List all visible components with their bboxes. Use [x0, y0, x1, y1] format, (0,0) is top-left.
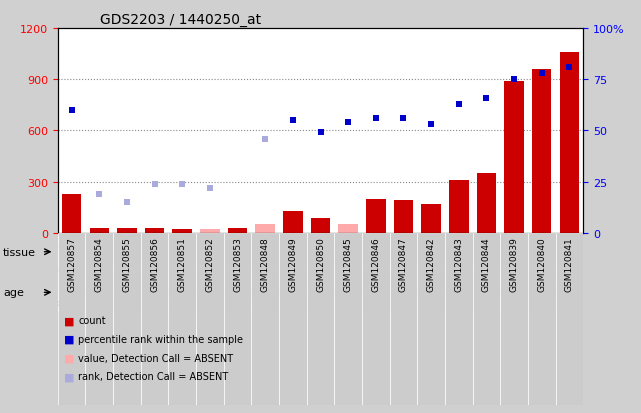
Text: ■: ■ [64, 353, 74, 363]
FancyBboxPatch shape [390, 233, 417, 405]
Text: GSM120851: GSM120851 [178, 237, 187, 292]
Bar [338, 225, 358, 233]
Text: refere
nce: refere nce [57, 241, 86, 263]
Text: GSM120853: GSM120853 [233, 237, 242, 292]
FancyBboxPatch shape [501, 233, 528, 405]
FancyBboxPatch shape [362, 233, 390, 405]
Text: postn
atal
day 0.5: postn atal day 0.5 [57, 278, 86, 307]
Text: ■: ■ [64, 371, 74, 381]
Bar [477, 174, 496, 233]
FancyBboxPatch shape [251, 273, 335, 312]
FancyBboxPatch shape [113, 233, 140, 405]
Text: GSM120842: GSM120842 [427, 237, 436, 291]
Bar [256, 225, 275, 233]
FancyBboxPatch shape [445, 233, 472, 405]
Bar [449, 180, 469, 233]
FancyBboxPatch shape [556, 233, 583, 405]
Text: rank, Detection Call = ABSENT: rank, Detection Call = ABSENT [78, 371, 228, 381]
Text: GSM120843: GSM120843 [454, 237, 463, 292]
Text: GSM120857: GSM120857 [67, 237, 76, 292]
Text: GSM120847: GSM120847 [399, 237, 408, 292]
FancyBboxPatch shape [279, 233, 306, 405]
FancyBboxPatch shape [58, 273, 85, 312]
FancyBboxPatch shape [335, 273, 417, 312]
Text: count: count [78, 316, 106, 325]
Text: postnatal day 2: postnatal day 2 [504, 287, 580, 298]
Text: GSM120856: GSM120856 [150, 237, 159, 292]
Text: age: age [3, 287, 24, 298]
Text: gestational day 12: gestational day 12 [164, 287, 255, 298]
Text: GSM120840: GSM120840 [537, 237, 546, 292]
Text: GSM120844: GSM120844 [482, 237, 491, 291]
Bar [366, 199, 385, 233]
Text: gestational day 14: gestational day 14 [247, 287, 338, 298]
FancyBboxPatch shape [140, 233, 169, 405]
Bar [228, 228, 247, 233]
Bar [62, 194, 81, 233]
FancyBboxPatch shape [169, 273, 251, 312]
Bar [504, 82, 524, 233]
FancyBboxPatch shape [528, 233, 556, 405]
Bar [283, 211, 303, 233]
FancyBboxPatch shape [501, 273, 583, 312]
Text: GSM120855: GSM120855 [122, 237, 131, 292]
FancyBboxPatch shape [58, 236, 85, 268]
FancyBboxPatch shape [85, 236, 583, 268]
FancyBboxPatch shape [306, 233, 335, 405]
Text: GDS2203 / 1440250_at: GDS2203 / 1440250_at [100, 12, 261, 26]
FancyBboxPatch shape [169, 233, 196, 405]
FancyBboxPatch shape [196, 233, 224, 405]
Bar [200, 230, 219, 233]
Bar [145, 228, 164, 233]
FancyBboxPatch shape [85, 273, 169, 312]
Text: ovary: ovary [320, 247, 348, 257]
Text: gestational day 11: gestational day 11 [81, 287, 172, 298]
Text: GSM120852: GSM120852 [205, 237, 214, 292]
Text: GSM120848: GSM120848 [261, 237, 270, 292]
Text: ■: ■ [64, 334, 74, 344]
Text: ■: ■ [64, 316, 74, 325]
Bar [117, 228, 137, 233]
Text: GSM120854: GSM120854 [95, 237, 104, 292]
Text: GSM120846: GSM120846 [371, 237, 380, 292]
Bar [311, 218, 330, 233]
FancyBboxPatch shape [472, 233, 501, 405]
Bar [172, 230, 192, 233]
Text: value, Detection Call = ABSENT: value, Detection Call = ABSENT [78, 353, 233, 363]
FancyBboxPatch shape [335, 233, 362, 405]
Text: gestational day 18: gestational day 18 [413, 287, 504, 298]
FancyBboxPatch shape [85, 233, 113, 405]
Text: GSM120845: GSM120845 [344, 237, 353, 292]
Text: GSM120839: GSM120839 [510, 237, 519, 292]
Bar [422, 204, 441, 233]
FancyBboxPatch shape [58, 233, 85, 405]
FancyBboxPatch shape [251, 233, 279, 405]
Text: GSM120849: GSM120849 [288, 237, 297, 292]
FancyBboxPatch shape [417, 233, 445, 405]
Text: GSM120841: GSM120841 [565, 237, 574, 292]
FancyBboxPatch shape [224, 233, 251, 405]
Text: GSM120850: GSM120850 [316, 237, 325, 292]
Bar [394, 200, 413, 233]
FancyBboxPatch shape [417, 273, 501, 312]
Bar [90, 228, 109, 233]
Bar [560, 53, 579, 233]
Text: percentile rank within the sample: percentile rank within the sample [78, 334, 243, 344]
Text: tissue: tissue [3, 247, 36, 257]
Bar [532, 70, 551, 233]
Text: gestational day 16: gestational day 16 [330, 287, 421, 298]
